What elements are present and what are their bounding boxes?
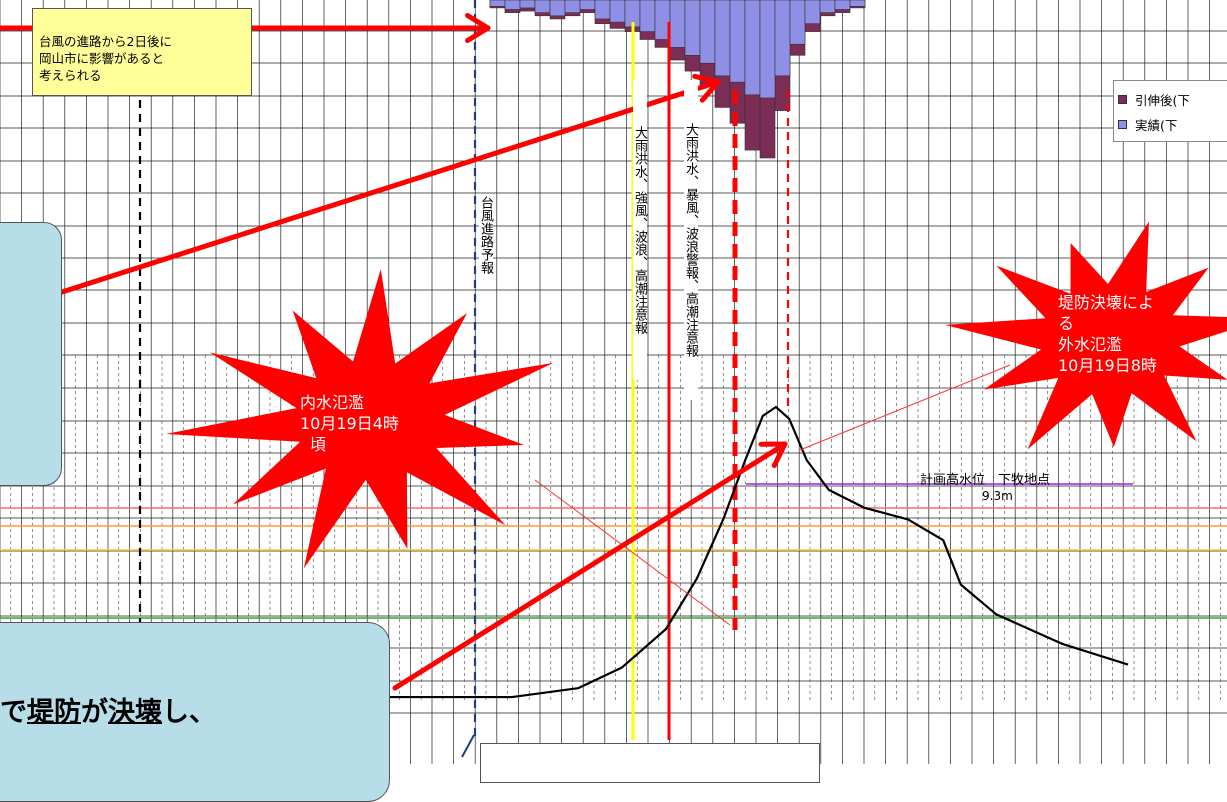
rain-bar-actual: [729, 0, 746, 83]
callout-text-1: で: [0, 697, 27, 728]
rain-bar-actual: [489, 0, 506, 7]
rain-bar-actual: [834, 0, 851, 10]
rain-bar-actual: [819, 0, 836, 13]
rain-bar-actual: [699, 0, 716, 64]
rainfall-bars: [489, 0, 866, 159]
rain-bar-actual: [504, 0, 521, 10]
burst-inner-text: 内水氾濫 10月19日4時 頃: [300, 392, 399, 455]
rain-bar-actual: [684, 0, 701, 56]
rain-bar-actual: [549, 0, 566, 17]
legend-label: 引伸後(下: [1135, 93, 1190, 108]
rain-bar-actual: [609, 0, 626, 23]
connector-line: [534, 479, 731, 626]
burst-outer-flood: [945, 221, 1227, 450]
connector-line: [799, 364, 1011, 451]
typhoon-note-text: 台風の進路から2日後に 岡山市に影響があると 考えられる: [39, 34, 172, 83]
burst-outer-line: 外水氾濫: [1058, 335, 1123, 354]
callout-bottom-text: で堤防が決壊し、: [0, 690, 216, 729]
burst-outer-line: 堤防決壊によ: [1058, 293, 1155, 312]
bottom-label-box: [480, 743, 820, 783]
rain-bar-actual: [789, 0, 806, 45]
callout-box-left: [0, 222, 62, 486]
callout-text-3: が: [81, 697, 108, 728]
plan-level-value: 9.3m: [982, 489, 1013, 503]
burst-outer-line: 10月19日8時: [1058, 356, 1157, 375]
rain-bar-actual: [669, 0, 686, 48]
rain-bar-actual: [804, 0, 821, 25]
burst-inner-line: 10月19日4時: [300, 414, 399, 433]
burst-outer-line: る: [1058, 314, 1075, 333]
callout-text-5: し、: [162, 697, 216, 728]
rain-bar-actual: [579, 0, 596, 10]
arrow-mid: [59, 79, 721, 295]
vlabel-advisory: 大雨洪水、強風、波浪、高潮注意報: [632, 80, 647, 380]
rain-bar-actual: [519, 0, 536, 9]
burst-outer-text: 堤防決壊によ る 外水氾濫 10月19日8時: [1058, 292, 1157, 376]
legend-swatch: [1118, 95, 1127, 104]
rain-bar-actual: [714, 0, 731, 77]
burst-inner-flood: [165, 269, 554, 569]
rain-bar-actual: [639, 0, 656, 32]
callout-text-2: 堤防: [27, 697, 81, 728]
arrow-bottom: [392, 441, 788, 691]
legend-label: 実績(下: [1135, 118, 1178, 133]
small-arrow: [461, 734, 475, 758]
legend-swatch: [1118, 120, 1127, 129]
chart-legend: 引伸後(下 実績(下: [1113, 80, 1227, 142]
vlabel-typhoon: 台風進路予報: [478, 196, 493, 274]
rain-bar-actual: [534, 0, 551, 13]
rain-bar-actual: [564, 0, 581, 13]
water-level-curve: [380, 405, 1129, 699]
arrow-bottom-head: [758, 441, 788, 468]
arrow-top-head: [465, 12, 491, 44]
vlabel-warning: 大雨洪水、暴風、波浪警報、高潮注意報: [683, 80, 698, 400]
plan-level-label: 計画高水位 下牧地点: [920, 473, 1051, 488]
rain-bar-actual: [744, 0, 761, 96]
rain-bar-actual: [594, 0, 611, 20]
legend-item: 引伸後(下: [1118, 90, 1190, 109]
burst-inner-line: 内水氾濫: [300, 393, 365, 412]
arrow-mid-head: [692, 73, 721, 103]
callout-text-4: 決壊: [108, 697, 162, 728]
typhoon-note: 台風の進路から2日後に 岡山市に影響があると 考えられる: [32, 8, 252, 96]
rain-bar-actual: [759, 0, 776, 99]
rain-bar-actual: [849, 0, 866, 7]
legend-item: 実績(下: [1118, 115, 1177, 134]
water-level-line: [380, 405, 1129, 699]
reference-lines: [0, 483, 1227, 619]
bursts: [165, 221, 1227, 626]
rain-bar-actual: [774, 0, 791, 77]
burst-inner-line: 頃: [310, 435, 327, 454]
